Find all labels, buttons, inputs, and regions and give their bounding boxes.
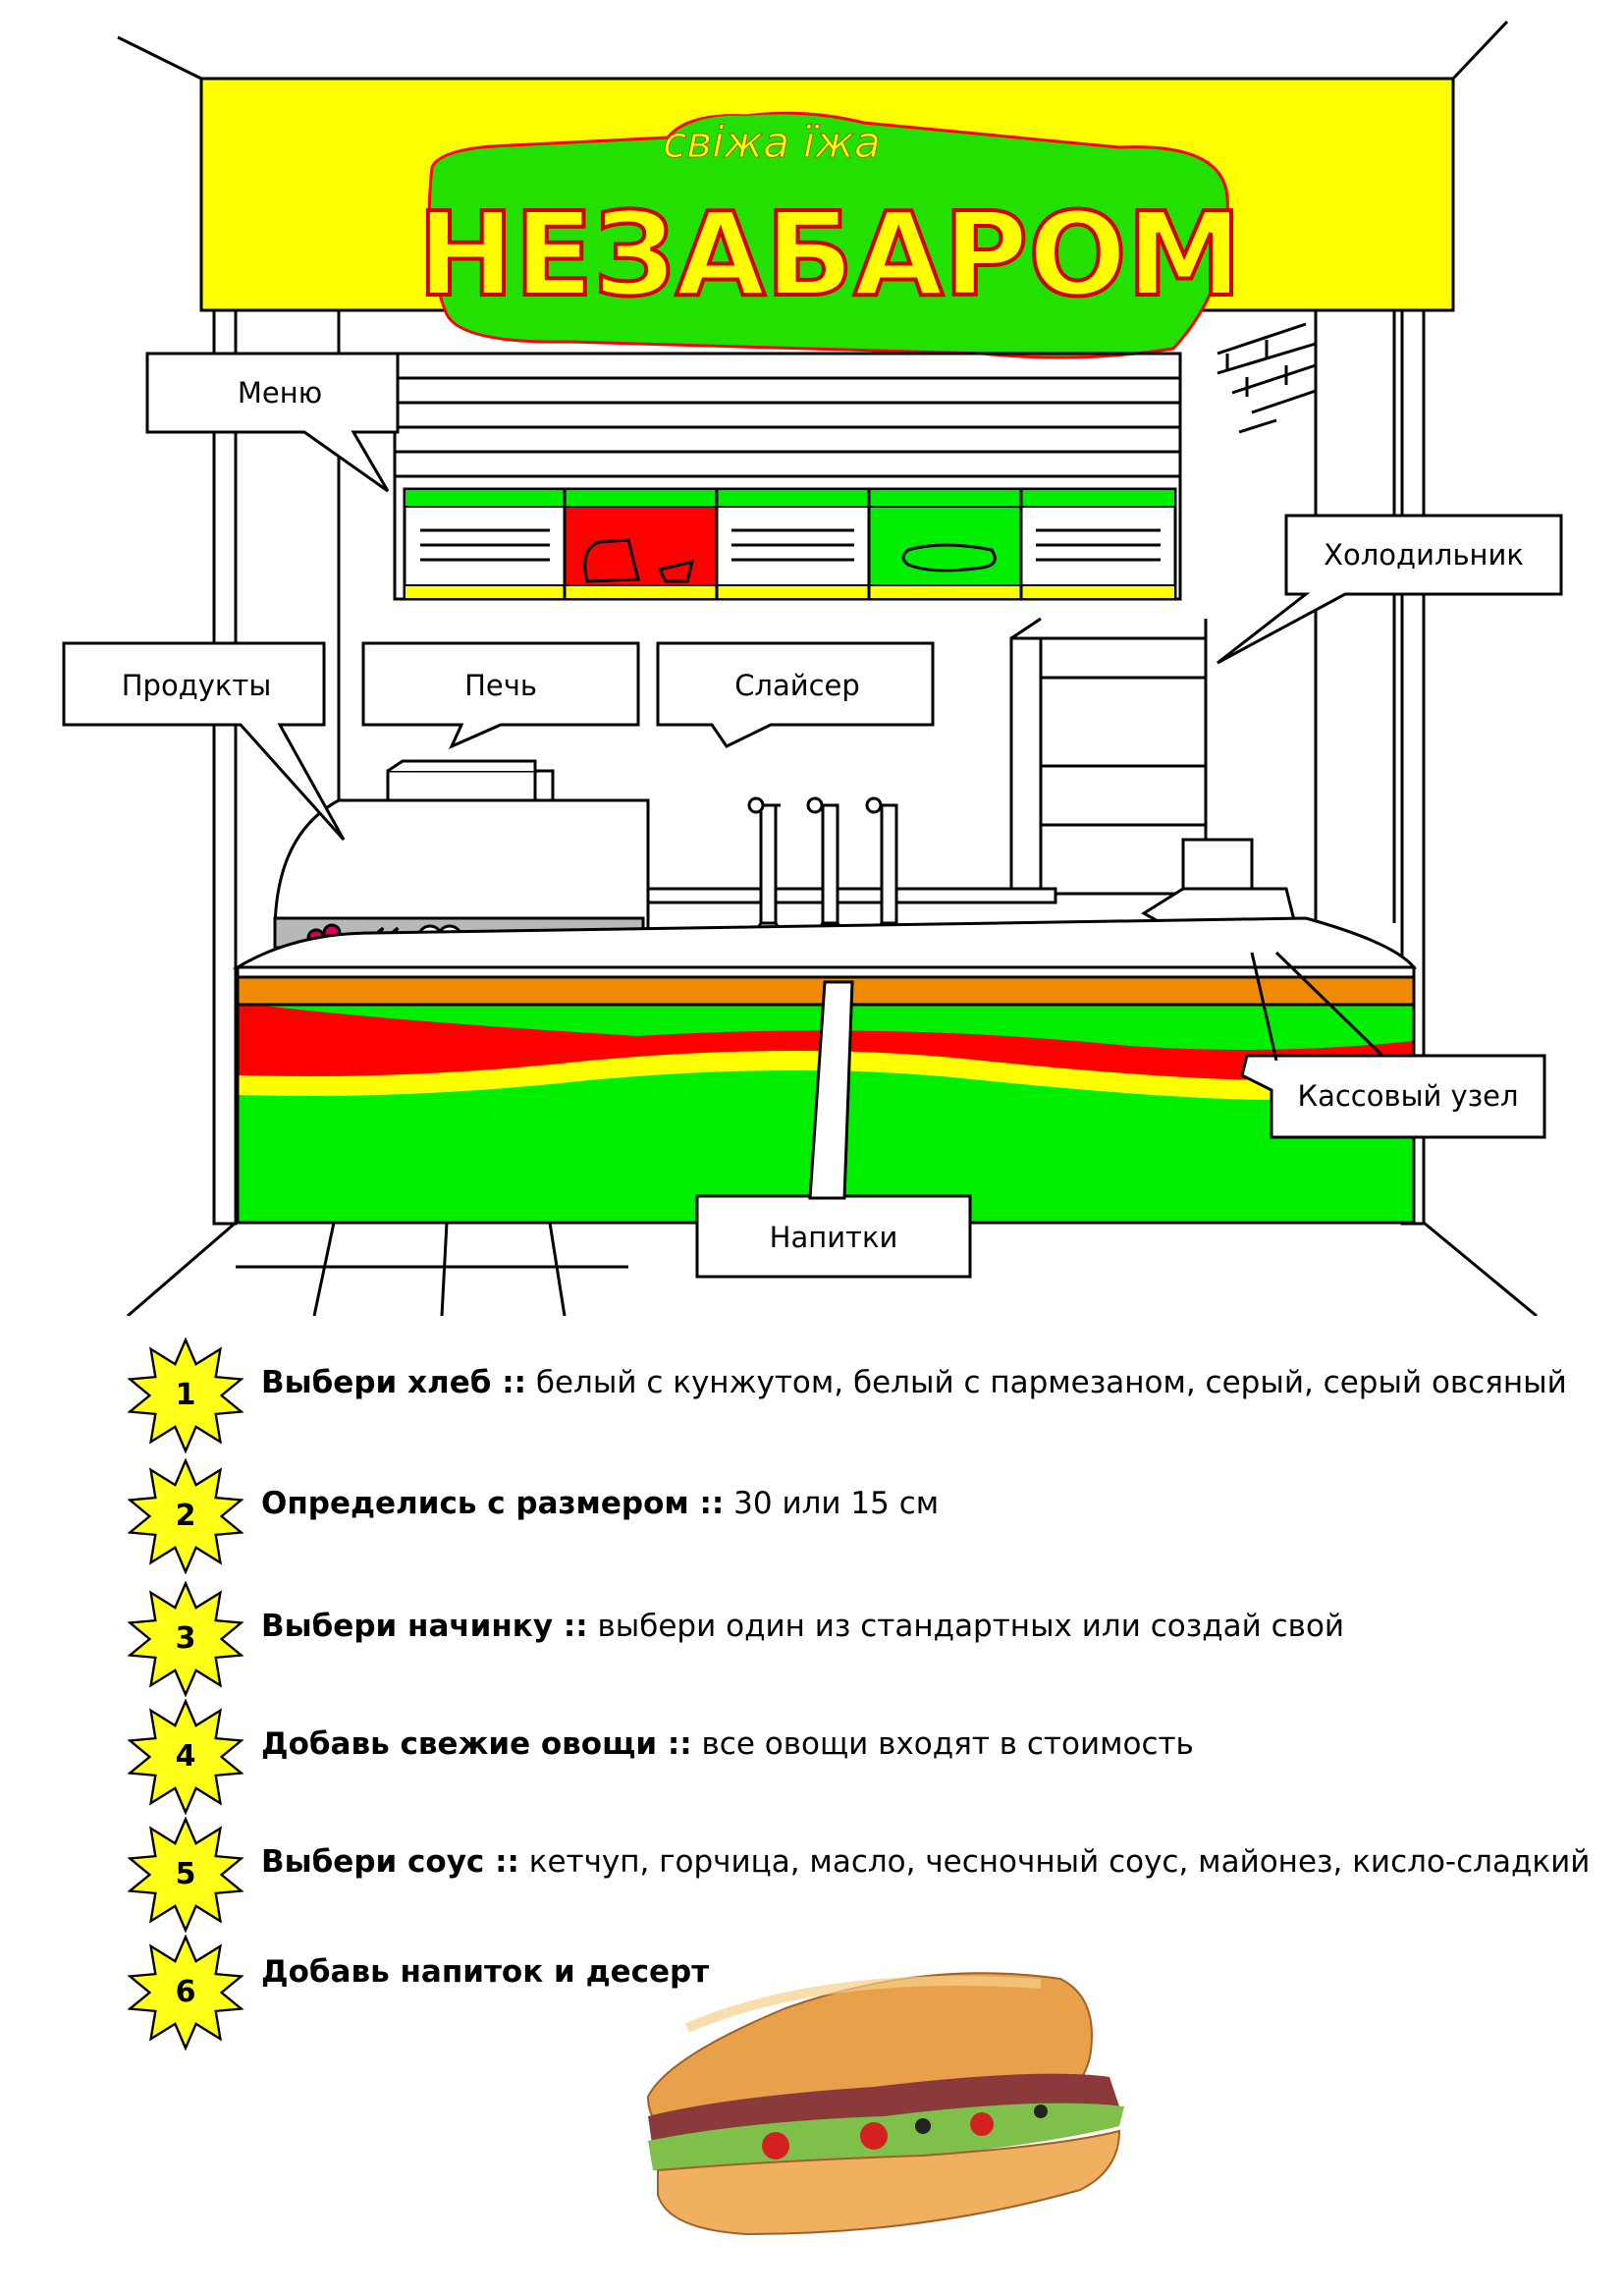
step-text: Определись с размером :: 30 или 15 см — [261, 1486, 939, 1521]
callout-products-label: Продукты — [122, 669, 271, 702]
step-number: 2 — [175, 1499, 196, 1533]
brick-wall — [1217, 322, 1317, 434]
step-number: 3 — [175, 1621, 196, 1656]
callout-cashier-label: Кассовый узел — [1297, 1079, 1518, 1113]
step-3: 3 Выбери начинку :: выбери один из станд… — [0, 1581, 1623, 1719]
step-detail: все овощи входят в стоимость — [691, 1726, 1194, 1762]
logo-plate — [427, 111, 1229, 359]
step-detail: выбери один из стандартных или создай св… — [587, 1609, 1345, 1644]
step-5: 5 Выбери соус :: кетчуп, горчица, масло,… — [0, 1817, 1623, 1954]
step-title: Добавь напиток и десерт — [261, 1954, 710, 1990]
step-text: Добавь свежие овощи :: все овощи входят … — [261, 1726, 1194, 1762]
callout-fridge: Холодильник — [1217, 514, 1563, 665]
star-badge-icon — [128, 1699, 243, 1815]
callout-menu: Меню — [145, 352, 400, 493]
callout-fridge-label: Холодильник — [1324, 538, 1524, 572]
fridge — [1009, 617, 1208, 896]
step-detail: кетчуп, горчица, масло, чесночный соус, … — [518, 1844, 1591, 1880]
callout-cashier: Кассовый узел — [1240, 951, 1546, 1139]
callout-drinks-label: Напитки — [770, 1221, 898, 1254]
step-number: 5 — [175, 1857, 196, 1891]
step-number: 1 — [175, 1378, 196, 1412]
callout-slicer-label: Слайсер — [734, 669, 860, 702]
roof-line-right — [1451, 20, 1509, 81]
sandwich-image — [646, 1972, 1124, 2236]
logo-title: НЕЗАБАРОМ — [417, 187, 1242, 322]
star-badge-icon — [128, 1935, 243, 2050]
logo-tab — [668, 114, 878, 163]
step-6: 6 Добавь напиток и десерт — [0, 1935, 1623, 2072]
step-number: 6 — [175, 1975, 196, 2009]
star-badge-icon — [128, 1338, 243, 1453]
step-detail: 30 или 15 см — [724, 1486, 940, 1521]
step-title: Добавь свежие овощи :: — [261, 1726, 692, 1762]
step-text: Выбери соус :: кетчуп, горчица, масло, ч… — [261, 1844, 1590, 1880]
menu-board — [403, 487, 1177, 601]
callout-slicer: Слайсер — [656, 641, 935, 748]
bread-bottom — [657, 2129, 1121, 2236]
callout-menu-label: Меню — [238, 376, 322, 410]
star-badge-icon — [128, 1458, 243, 1574]
callout-oven-label: Печь — [464, 669, 537, 702]
step-text: Добавь напиток и десерт — [261, 1954, 709, 1990]
floor — [127, 1221, 1538, 1316]
step-number: 4 — [175, 1739, 196, 1774]
step-detail: белый с кунжутом, белый с пармезаном, се… — [526, 1365, 1567, 1400]
step-2: 2 Определись с размером :: 30 или 15 см — [0, 1458, 1623, 1596]
step-title: Выбери начинку :: — [261, 1609, 588, 1644]
step-title: Выбери хлеб :: — [261, 1365, 526, 1400]
star-badge-icon — [128, 1581, 243, 1697]
step-text: Выбери хлеб :: белый с кунжутом, белый с… — [261, 1365, 1567, 1400]
callout-drinks: Напитки — [695, 980, 972, 1279]
logo-subtitle: свіжа їжа — [663, 118, 881, 168]
roof-line-left — [117, 35, 202, 81]
step-4: 4 Добавь свежие овощи :: все овощи входя… — [0, 1699, 1623, 1836]
step-title: Определись с размером :: — [261, 1486, 725, 1521]
step-text: Выбери начинку :: выбери один из стандар… — [261, 1609, 1344, 1644]
star-badge-icon — [128, 1817, 243, 1933]
logo: свіжа їжа НЕЗАБАРОМ — [415, 111, 1244, 359]
step-title: Выбери соус :: — [261, 1844, 519, 1880]
kiosk-illustration: свіжа їжа НЕЗАБАРОМ — [62, 20, 1563, 1316]
step-1: 1 Выбери хлеб :: белый с кунжутом, белый… — [0, 1338, 1623, 1475]
callout-oven: Печь — [361, 641, 640, 749]
callout-products: Продукты — [62, 641, 346, 842]
